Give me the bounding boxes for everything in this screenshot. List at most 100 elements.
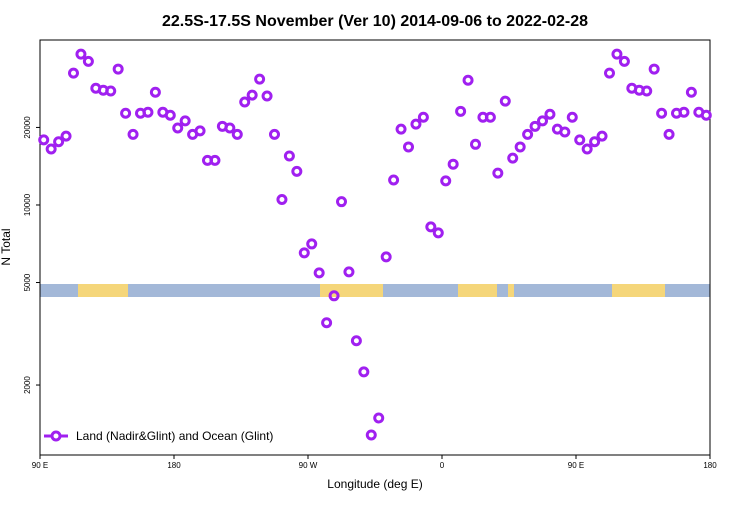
data-point — [566, 111, 578, 123]
data-point — [425, 221, 437, 233]
data-point — [417, 111, 429, 123]
data-point — [581, 143, 593, 155]
data-point — [179, 115, 191, 127]
data-point — [663, 128, 675, 140]
data-point — [68, 67, 79, 79]
data-point — [298, 247, 310, 259]
data-point — [105, 85, 117, 97]
data-point — [499, 95, 511, 107]
data-point — [395, 123, 407, 135]
data-point — [484, 111, 496, 123]
data-point — [462, 74, 474, 86]
data-point — [336, 196, 347, 208]
data-point — [60, 130, 72, 142]
data-point — [656, 107, 668, 119]
data-point — [291, 165, 303, 177]
y-tick-label: 2000 — [23, 376, 32, 394]
data-point — [373, 412, 385, 424]
data-point — [596, 130, 608, 142]
data-point — [75, 48, 87, 60]
data-point — [172, 122, 184, 134]
x-axis-label: Longitude (deg E) — [327, 477, 422, 491]
data-point — [529, 120, 541, 132]
data-point — [365, 429, 377, 441]
data-point — [440, 175, 452, 187]
land-band — [508, 284, 514, 297]
data-point — [261, 90, 273, 102]
plot-frame — [39, 39, 711, 456]
x-tick-label: 180 — [703, 461, 717, 470]
data-point — [492, 167, 504, 179]
data-point — [447, 158, 459, 170]
data-point — [224, 122, 236, 134]
x-tick-label: 0 — [440, 461, 445, 470]
data-point — [127, 128, 139, 140]
data-point — [403, 141, 414, 153]
data-point — [209, 154, 221, 166]
data-point — [685, 86, 697, 98]
x-tick-label: 90 E — [32, 461, 48, 470]
y-tick-label: 5000 — [23, 273, 32, 291]
data-point — [410, 118, 422, 130]
data-point — [514, 141, 526, 153]
data-point — [343, 266, 355, 278]
data-point — [380, 251, 392, 263]
data-point — [246, 89, 258, 101]
data-point — [350, 335, 362, 347]
data-point — [82, 55, 94, 67]
data-point — [276, 194, 288, 206]
data-point — [470, 138, 481, 150]
data-point — [142, 106, 154, 118]
data-point — [589, 136, 601, 148]
data-point — [388, 174, 400, 186]
data-point — [231, 128, 243, 140]
data-point — [120, 107, 132, 119]
data-point — [507, 152, 519, 164]
data-point — [269, 128, 280, 140]
chart-title: 22.5S-17.5S November (Ver 10) 2014-09-06… — [162, 13, 588, 30]
x-tick-label: 90 W — [299, 461, 318, 470]
data-point — [313, 267, 325, 279]
data-point — [641, 85, 653, 97]
data-point — [321, 317, 333, 329]
data-point — [358, 366, 370, 378]
data-point — [283, 150, 295, 162]
y-tick-label: 20000 — [23, 116, 32, 139]
surface-band — [40, 284, 710, 297]
data-point — [38, 134, 50, 146]
data-point — [544, 108, 556, 120]
y-axis-label: N Total — [0, 228, 13, 265]
data-point — [53, 136, 65, 148]
land-band — [612, 284, 665, 297]
data-point — [537, 115, 548, 127]
data-point — [611, 48, 623, 60]
land-band — [78, 284, 128, 297]
data-point — [574, 134, 586, 146]
data-point — [559, 126, 571, 138]
data-point — [149, 86, 161, 98]
data-point — [194, 125, 206, 137]
x-tick-label: 90 E — [568, 461, 584, 470]
data-point — [618, 55, 630, 67]
land-band — [458, 284, 497, 297]
data-point — [700, 109, 712, 121]
data-point — [604, 67, 615, 79]
data-point — [164, 109, 176, 121]
data-point — [112, 63, 124, 75]
data-point — [678, 106, 690, 118]
x-tick-label: 180 — [167, 461, 181, 470]
data-point — [455, 105, 467, 117]
data-point — [45, 143, 57, 155]
legend-marker — [50, 430, 62, 442]
data-point — [522, 128, 534, 140]
data-point — [239, 96, 251, 108]
data-point — [306, 238, 318, 250]
data-point — [254, 73, 266, 85]
legend-label: Land (Nadir&Glint) and Ocean (Glint) — [76, 429, 273, 443]
y-tick-label: 10000 — [23, 193, 32, 216]
data-point — [328, 290, 340, 302]
data-point — [648, 63, 660, 75]
data-point — [432, 227, 444, 239]
